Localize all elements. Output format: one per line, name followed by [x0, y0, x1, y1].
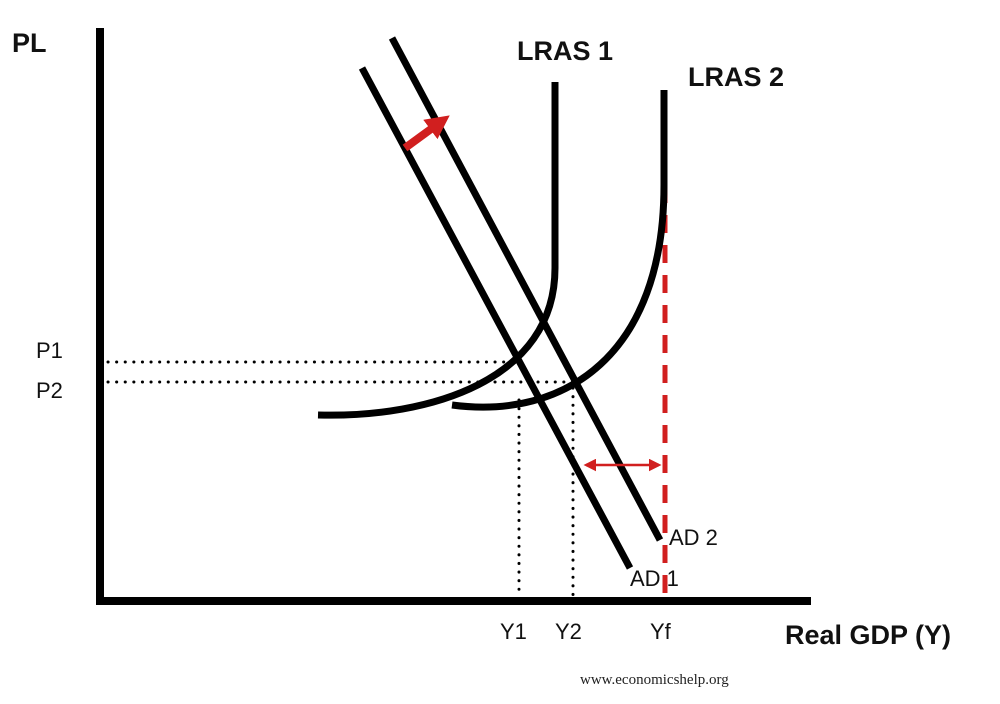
ad1-curve — [358, 66, 634, 570]
lras2-curve — [451, 90, 668, 411]
lras2-label: LRAS 2 — [688, 62, 784, 92]
yf-label: Yf — [650, 619, 672, 644]
y1-label: Y1 — [500, 619, 527, 644]
y-axis-label: PL — [12, 28, 47, 58]
p1-label: P1 — [36, 338, 63, 363]
y2-label: Y2 — [555, 619, 582, 644]
ad2-label: AD 2 — [669, 525, 718, 550]
source-url: www.economicshelp.org — [580, 672, 729, 688]
lras1-label: LRAS 1 — [517, 36, 613, 66]
ad1-label: AD 1 — [630, 566, 679, 591]
x-axis-label: Real GDP (Y) — [785, 620, 951, 650]
shift-arrow — [402, 115, 450, 152]
lras1-curve — [317, 82, 559, 419]
p2-label: P2 — [36, 378, 63, 403]
